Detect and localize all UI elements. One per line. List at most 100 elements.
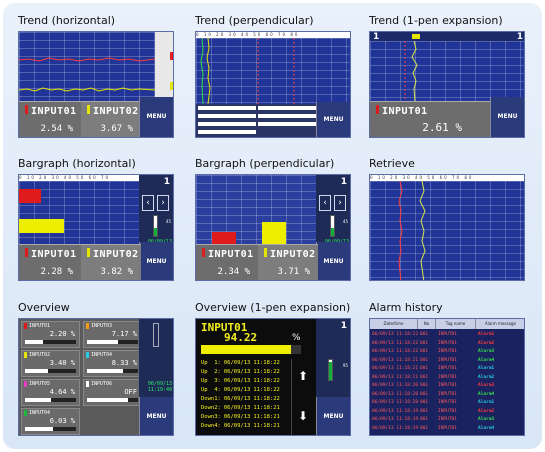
trend-1pen-cell: Trend (1-pen expansion) 1 1 INPUT01 2.61…: [369, 14, 525, 139]
alarm-tag: INPUT01: [438, 408, 457, 414]
pen-level-bar: [201, 345, 301, 354]
overview-tile[interactable]: INPUT05 4.64 %: [21, 379, 80, 406]
alarm-time: 06/09/13 11:18:19: [372, 425, 419, 431]
overview-1pen-cell: Overview (1-pen expansion) INPUT01 94.22…: [195, 301, 351, 436]
alarm-row[interactable]: 06/09/13 11:18:21 001 INPUT01 Alarm2: [370, 374, 524, 383]
bargraph-horizontal-screen[interactable]: 0 10 20 30 40 50 60 70 1 ‹ › 45 06/09/13…: [18, 174, 174, 281]
alarm-row[interactable]: 06/09/13 11:18:20 001 INPUT01 Alarm3: [370, 382, 524, 391]
overview-tile[interactable]: INPUT02 3.40 %: [21, 350, 80, 377]
trend-lines: [200, 38, 295, 104]
overview-tile-tag: INPUT04: [86, 352, 112, 358]
pen-value: 94.22: [224, 331, 258, 344]
alarm-row[interactable]: 06/09/13 11:18:19 001 INPUT01 Alarm2: [370, 408, 524, 417]
pen-unit: %: [292, 333, 301, 343]
retrieve-top-scale: 0 10 20 30 40 50 60 70 80: [370, 175, 524, 181]
meter-value: 95: [342, 363, 348, 368]
meter-gauge: [328, 359, 333, 381]
overview-tile-bar: [87, 369, 138, 373]
event-time: 11:18:22: [253, 360, 280, 366]
alarm-history-screen[interactable]: Date/time No Tag name Alarm message 06/09/1…: [369, 318, 525, 436]
trend-perpendicular-screen[interactable]: 0 10 20 30 40 50 60 70 80 MENU: [195, 31, 351, 138]
menu-button[interactable]: MENU: [490, 97, 524, 137]
scroll-right-button[interactable]: ›: [334, 195, 346, 211]
alarm-row[interactable]: 06/09/13 11:18:21 001 INPUT01 Alarm1: [370, 365, 524, 374]
input02-panel[interactable]: INPUT02 3.67 %: [81, 101, 141, 137]
input02-panel[interactable]: INPUT02 3.82 %: [81, 244, 141, 280]
bargraph-perpendicular-title: Bargraph (perpendicular): [195, 157, 335, 170]
alarm-row[interactable]: 06/09/13 11:18:20 001 INPUT01 Alarm1: [370, 399, 524, 408]
menu-button[interactable]: MENU: [316, 397, 350, 435]
pen-number: 1: [340, 321, 347, 331]
overview-tile-value: 2.20 %: [49, 330, 75, 338]
alarm-row[interactable]: 06/09/13 11:18:19 001 INPUT01 Alarm4: [370, 425, 524, 434]
overview-tile[interactable]: INPUT03 7.17 %: [83, 321, 142, 348]
overview-tile[interactable]: INPUT04 6.03 %: [21, 408, 80, 435]
alarm-no: 001: [420, 408, 429, 414]
input01-value: 2.54 %: [40, 124, 73, 134]
meter-value: 45: [342, 219, 348, 224]
event-label: Down3:: [201, 414, 221, 420]
menu-button[interactable]: MENU: [139, 397, 173, 435]
event-row: Up 4: 06/09/13 11:18:22: [201, 386, 301, 395]
overview-title: Overview: [18, 301, 70, 314]
retrieve-screen[interactable]: 0 10 20 30 40 50 60 70 80: [369, 174, 525, 281]
input01-panel[interactable]: INPUT01 2.54 %: [19, 101, 81, 137]
overview-tile-value: 8.33 %: [111, 359, 137, 367]
overview-tile-value: OFF: [124, 388, 137, 396]
event-row: Up 2: 06/09/13 11:18:22: [201, 368, 301, 377]
menu-button[interactable]: MENU: [316, 102, 350, 137]
overview-tile[interactable]: INPUT06 OFF: [83, 379, 142, 406]
alarm-row[interactable]: 06/09/13 11:18:19 001 INPUT01 Alarm3: [370, 416, 524, 425]
alarm-row[interactable]: 06/09/13 11:18:22 001 INPUT01 Alarm2: [370, 340, 524, 349]
overview-screen[interactable]: INPUT01 2.20 % INPUT03 7.17 % INPUT02 3.40 % I…: [18, 318, 174, 436]
input01-panel[interactable]: INPUT01 2.28 %: [19, 244, 81, 280]
alarm-row[interactable]: 06/09/13 11:18:20 001 INPUT01 Alarm4: [370, 391, 524, 400]
input01-panel[interactable]: INPUT01 2.61 %: [370, 101, 492, 137]
trend-1pen-screen[interactable]: 1 1 INPUT01 2.61 % MENU: [369, 31, 525, 138]
overview-tile-value: 3.40 %: [49, 359, 75, 367]
scroll-left-button[interactable]: ‹: [142, 195, 154, 211]
alarm-time: 06/09/13 11:18:22: [372, 332, 419, 337]
input01-panel[interactable]: INPUT01 2.34 %: [196, 244, 258, 280]
overview-tile-tag: INPUT02: [24, 352, 50, 358]
scroll-down-arrow-icon[interactable]: ⬇: [298, 409, 309, 423]
alarm-tag: INPUT01: [438, 383, 457, 388]
overview-tile[interactable]: INPUT04 8.33 %: [83, 350, 142, 377]
scroll-left-button[interactable]: ‹: [319, 195, 331, 211]
alarm-time: 06/09/13 11:18:21: [372, 357, 419, 363]
event-date: 06/09/13: [223, 423, 251, 429]
event-date: 06/09/13: [223, 369, 251, 375]
alarm-row[interactable]: 06/09/13 11:18:21 001 INPUT01 Alarm4: [370, 357, 524, 366]
bargraph-horizontal-title: Bargraph (horizontal): [18, 157, 136, 170]
scroll-up-arrow-icon[interactable]: ⬆: [298, 369, 309, 383]
event-row: Down1: 06/09/13 11:18:22: [201, 395, 301, 404]
trend-horizontal-screen[interactable]: INPUT01 2.54 % INPUT02 3.67 % MENU: [18, 31, 174, 138]
menu-button[interactable]: MENU: [139, 242, 173, 280]
overview-1pen-screen[interactable]: INPUT01 94.22 % Up 1: 06/09/13 11:18:22 Up …: [195, 318, 351, 436]
alarm-msg: Alarm3: [478, 383, 495, 388]
bar-chart-area: [196, 175, 318, 244]
bargraph-perpendicular-screen[interactable]: 1 ‹ › 45 06/09/13 11:19:40 MENU INPUT01 …: [195, 174, 351, 281]
event-date: 06/09/13: [223, 378, 251, 384]
event-time: 11:18:22: [253, 378, 280, 384]
event-label: Down1:: [201, 396, 221, 402]
overview-tile[interactable]: INPUT01 2.20 %: [21, 321, 80, 348]
event-label: Up 2:: [201, 369, 221, 375]
alarm-msg: Alarm2: [478, 374, 495, 380]
alarm-no: 001: [420, 332, 429, 337]
alarm-no: 001: [420, 366, 429, 371]
alarm-header-cell: Tag name: [436, 319, 476, 329]
input02-panel[interactable]: INPUT02 3.71 %: [258, 244, 318, 280]
scroll-right-button[interactable]: ›: [157, 195, 169, 211]
event-label: Up 3:: [201, 378, 221, 384]
event-row: Down4: 06/09/13 11:18:21: [201, 422, 301, 431]
alarm-no: 001: [420, 349, 429, 354]
alarm-row[interactable]: 06/09/13 11:18:22 001 INPUT01 Alarm3: [370, 348, 524, 357]
alarm-row[interactable]: 06/09/13 11:18:22 001 INPUT01 Alarm1: [370, 331, 524, 340]
datetime-readout: 06/09/13 11:19:40: [148, 381, 172, 393]
input02-bar: [19, 219, 64, 233]
menu-button[interactable]: MENU: [316, 242, 350, 280]
right-sidebar: 1 95 MENU: [316, 319, 350, 435]
menu-button[interactable]: MENU: [139, 97, 173, 137]
alarm-history-title: Alarm history: [369, 301, 443, 314]
